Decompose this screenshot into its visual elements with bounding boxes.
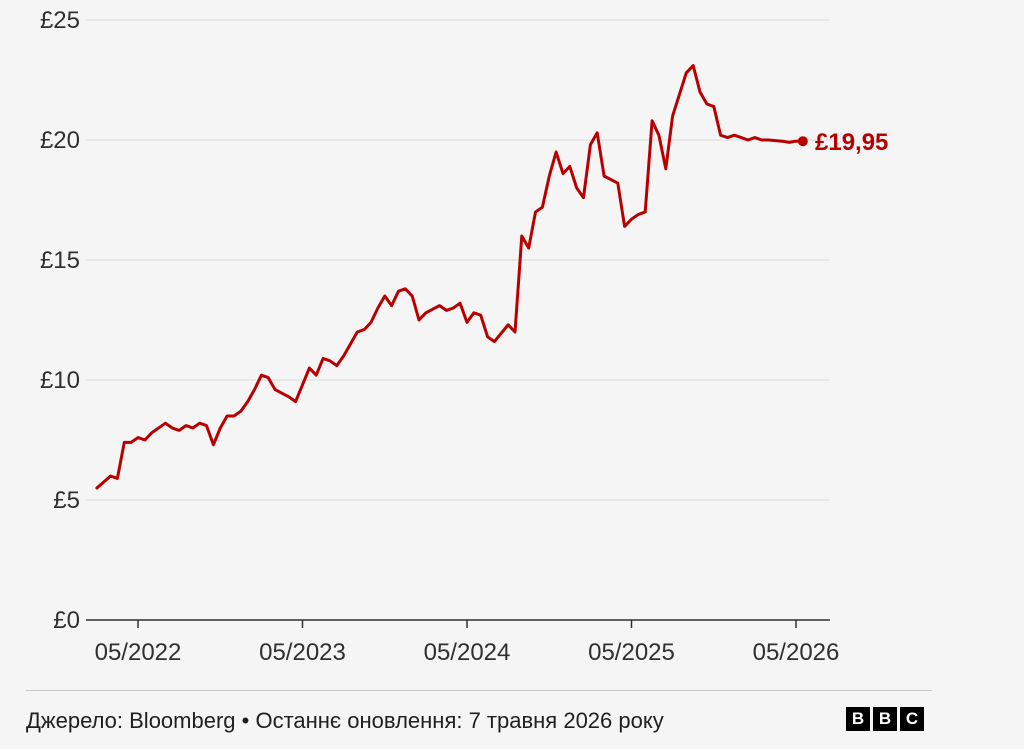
x-axis: 05/2022 05/2023 05/2024 05/2025 05/2026 xyxy=(86,619,840,666)
y-tick-label: £0 xyxy=(53,607,80,634)
x-tick-label: 05/2026 xyxy=(753,639,840,666)
logo-letter: B xyxy=(846,707,870,731)
logo-letter: B xyxy=(873,707,897,731)
series-layer xyxy=(95,64,805,490)
y-tick-label: £5 xyxy=(53,487,80,514)
y-tick-label: £20 xyxy=(40,127,80,154)
y-tick-label: £25 xyxy=(40,7,80,34)
y-tick-label: £10 xyxy=(40,367,80,394)
bbc-logo: B B C xyxy=(846,707,924,731)
price-line xyxy=(95,64,805,490)
x-tick-label: 05/2024 xyxy=(424,639,511,666)
end-label-layer: £19,95 xyxy=(797,129,888,156)
x-tick-label: 05/2023 xyxy=(259,639,346,666)
logo-letter: C xyxy=(900,707,924,731)
end-point xyxy=(797,136,808,147)
y-axis-ticks: £0 £5 £10 £15 £20 £25 xyxy=(40,7,80,634)
source-note: Джерело: Bloomberg • Останнє оновлення: … xyxy=(26,708,664,733)
line-chart: £0£5£10£15£20£25 05/2022 05/2023 05/2024 05… xyxy=(40,7,888,666)
y-tick-label: £15 xyxy=(40,247,80,274)
gridlines xyxy=(86,19,830,501)
x-tick-label: 05/2022 xyxy=(95,639,182,666)
footer-divider xyxy=(26,690,932,691)
x-tick-label: 05/2025 xyxy=(588,639,675,666)
end-value-label: £19,95 xyxy=(815,129,888,156)
